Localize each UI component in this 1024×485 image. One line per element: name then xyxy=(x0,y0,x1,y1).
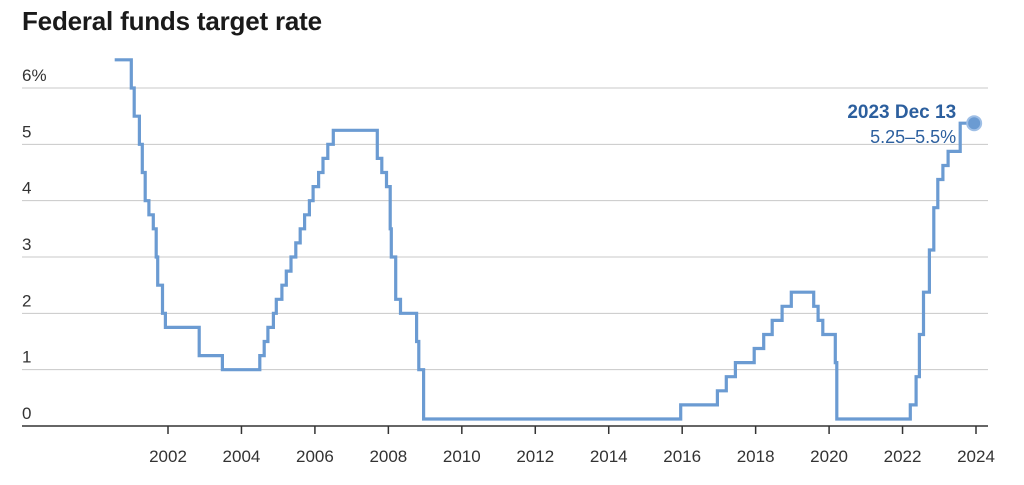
x-tick-label-2014: 2014 xyxy=(590,447,628,466)
y-tick-label-4: 4 xyxy=(22,179,31,198)
annotation-value: 5.25–5.5% xyxy=(870,127,956,147)
x-tick-label-2010: 2010 xyxy=(443,447,481,466)
chart-title: Federal funds target rate xyxy=(22,6,322,36)
x-axis: 2002 2004 2006 2008 2010 2012 2014 2016 2018 2020… xyxy=(22,425,995,466)
annotation-marker xyxy=(966,115,983,132)
gridlines xyxy=(22,87,988,371)
x-tick-label-2004: 2004 xyxy=(223,447,261,466)
annotation-group: 2023 Dec 13 5.25–5.5% xyxy=(847,102,983,147)
x-tick-label-2018: 2018 xyxy=(737,447,775,466)
x-tick-label-2022: 2022 xyxy=(884,447,922,466)
y-tick-label-6: 6% xyxy=(22,66,47,85)
x-tick-label-2024: 2024 xyxy=(957,447,995,466)
x-tick-label-2002: 2002 xyxy=(149,447,187,466)
x-tick-label-2016: 2016 xyxy=(663,447,701,466)
x-tick-label-2020: 2020 xyxy=(810,447,848,466)
annotation-date: 2023 Dec 13 xyxy=(847,102,956,123)
y-tick-label-1: 1 xyxy=(22,348,31,367)
y-tick-label-0: 0 xyxy=(22,404,31,423)
y-tick-label-5: 5 xyxy=(22,122,31,141)
x-tick-label-2012: 2012 xyxy=(516,447,554,466)
series-layer xyxy=(114,58,975,421)
x-tick-label-2008: 2008 xyxy=(369,447,407,466)
y-axis-tick-labels: 0 1 2 3 4 5 6% xyxy=(22,66,47,423)
y-tick-label-3: 3 xyxy=(22,235,31,254)
x-tick-label-2006: 2006 xyxy=(296,447,334,466)
y-tick-label-2: 2 xyxy=(22,291,31,310)
series-line-federal-funds-rate xyxy=(114,58,975,421)
